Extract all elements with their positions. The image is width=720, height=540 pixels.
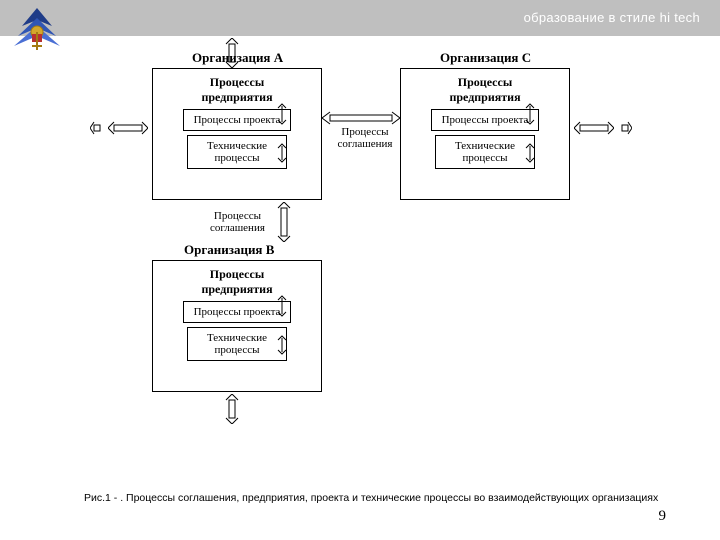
- arrow-c-inner2: [524, 142, 536, 164]
- org-a-project-box: Процессы проекта: [183, 109, 291, 131]
- org-b-label: Организация B: [184, 242, 274, 258]
- org-a-box: Процессы предприятия Процессы проекта Те…: [152, 68, 322, 200]
- arrow-left-a: [108, 120, 148, 136]
- agreement-label-ab: Процессы соглашения: [210, 210, 265, 234]
- page-number: 9: [659, 508, 667, 525]
- org-b-technical-box: Технические процессы: [187, 327, 287, 361]
- org-c-box: Процессы предприятия Процессы проекта Те…: [400, 68, 570, 200]
- arrow-right-c: [574, 120, 614, 136]
- org-c-enterprise-label: Процессы предприятия: [401, 75, 569, 105]
- org-c-project-box: Процессы проекта: [431, 109, 539, 131]
- org-a-technical-box: Технические процессы: [187, 135, 287, 169]
- arrow-a-inner1: [276, 102, 288, 126]
- arrow-b-inner1: [276, 294, 288, 318]
- arrow-top-a: [224, 38, 240, 68]
- agreement-label-ac: Процессы соглашения: [330, 126, 400, 150]
- org-c-label: Организация C: [440, 50, 531, 66]
- small-arrow-right-c: [618, 120, 632, 136]
- small-arrow-left-a: [90, 120, 104, 136]
- header-tagline: образование в стиле hi tech: [524, 10, 700, 25]
- arrow-a-c: [322, 110, 400, 126]
- org-b-project-box: Процессы проекта: [183, 301, 291, 323]
- arrow-a-inner2: [276, 142, 288, 164]
- org-a-enterprise-label: Процессы предприятия: [153, 75, 321, 105]
- arrow-bottom-b: [224, 394, 240, 424]
- diagram-canvas: Организация A Организация C Процессы пре…: [0, 40, 720, 500]
- arrow-b-inner2: [276, 334, 288, 356]
- org-b-box: Процессы предприятия Процессы проекта Те…: [152, 260, 322, 392]
- arrow-a-b: [276, 202, 292, 242]
- arrow-c-inner1: [524, 102, 536, 126]
- figure-caption: Рис.1 - . Процессы соглашения, предприят…: [84, 492, 658, 504]
- org-c-technical-box: Технические процессы: [435, 135, 535, 169]
- org-b-enterprise-label: Процессы предприятия: [153, 267, 321, 297]
